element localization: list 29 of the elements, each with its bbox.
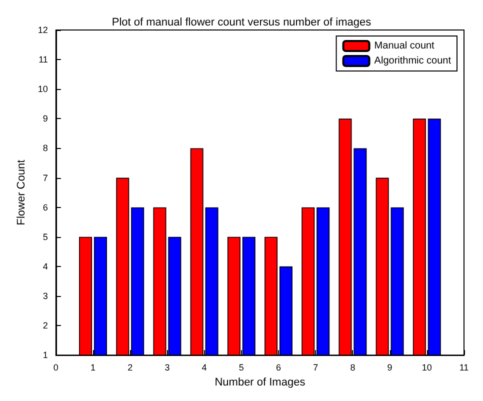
legend-label: Manual count xyxy=(374,40,435,52)
y-tick-label: 1 xyxy=(42,350,48,360)
x-tick-label: 6 xyxy=(276,362,282,373)
y-tick-label: 11 xyxy=(38,54,48,65)
x-tick-label: 10 xyxy=(422,362,432,373)
y-tick-label: 8 xyxy=(42,143,48,154)
x-tick-label: 0 xyxy=(53,362,58,373)
y-tick-label: 2 xyxy=(42,320,48,331)
y-tick-label: 10 xyxy=(38,84,48,94)
x-tick-label: 11 xyxy=(459,362,469,373)
legend-label: Algorithmic count xyxy=(374,56,452,66)
x-tick-label: 9 xyxy=(387,362,392,373)
y-tick-label: 3 xyxy=(42,290,48,301)
x-tick-label: 2 xyxy=(128,362,133,373)
x-tick-label: 1 xyxy=(90,362,96,373)
y-tick-label: 7 xyxy=(42,172,48,183)
y-tick-label: 6 xyxy=(42,202,48,212)
x-tick-label: 8 xyxy=(350,362,356,373)
chart-title: Plot of manual flower count versus number of images xyxy=(112,16,372,28)
y-tick-label: 12 xyxy=(38,25,48,35)
x-tick-label: 4 xyxy=(202,362,207,373)
y-tick-label: 4 xyxy=(42,261,48,272)
y-tick-label: 5 xyxy=(42,232,48,242)
x-tick-label: 3 xyxy=(164,362,170,373)
y-tick-label: 9 xyxy=(42,114,48,124)
x-axis-title: Number of Images xyxy=(214,376,306,388)
x-tick-label: 7 xyxy=(313,362,318,373)
x-tick-label: 5 xyxy=(238,362,244,373)
y-axis-title: Flower Count xyxy=(16,160,28,226)
